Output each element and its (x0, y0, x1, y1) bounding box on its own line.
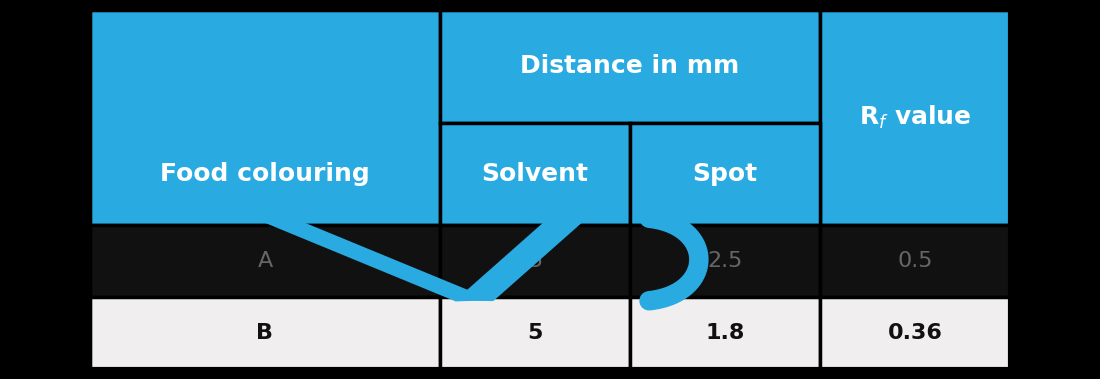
Bar (90, 10, 440, 226)
Bar (630, 123, 820, 226)
Bar (440, 297, 630, 369)
Bar (90, 297, 440, 369)
Bar (440, 226, 630, 297)
Text: 0.5: 0.5 (898, 251, 933, 271)
Bar (90, 10, 1010, 369)
Text: Solvent: Solvent (482, 162, 588, 186)
Text: 5: 5 (527, 323, 542, 343)
Text: B: B (256, 323, 274, 343)
Bar (90, 226, 440, 297)
Bar (820, 10, 1010, 226)
Bar (820, 297, 1010, 369)
Text: Spot: Spot (692, 162, 758, 186)
Text: 0.36: 0.36 (888, 323, 943, 343)
Text: Food colouring: Food colouring (161, 162, 370, 186)
Bar (820, 226, 1010, 297)
Text: Distance in mm: Distance in mm (520, 55, 739, 78)
Text: 5: 5 (528, 251, 542, 271)
Text: 1.8: 1.8 (705, 323, 745, 343)
Bar (440, 10, 820, 123)
Bar (630, 226, 820, 297)
Bar (440, 123, 630, 226)
Polygon shape (455, 221, 583, 301)
Text: A: A (257, 251, 273, 271)
Polygon shape (264, 221, 493, 301)
Text: R$_f$ value: R$_f$ value (859, 104, 971, 131)
Text: 2.5: 2.5 (707, 251, 743, 271)
Bar (630, 297, 820, 369)
